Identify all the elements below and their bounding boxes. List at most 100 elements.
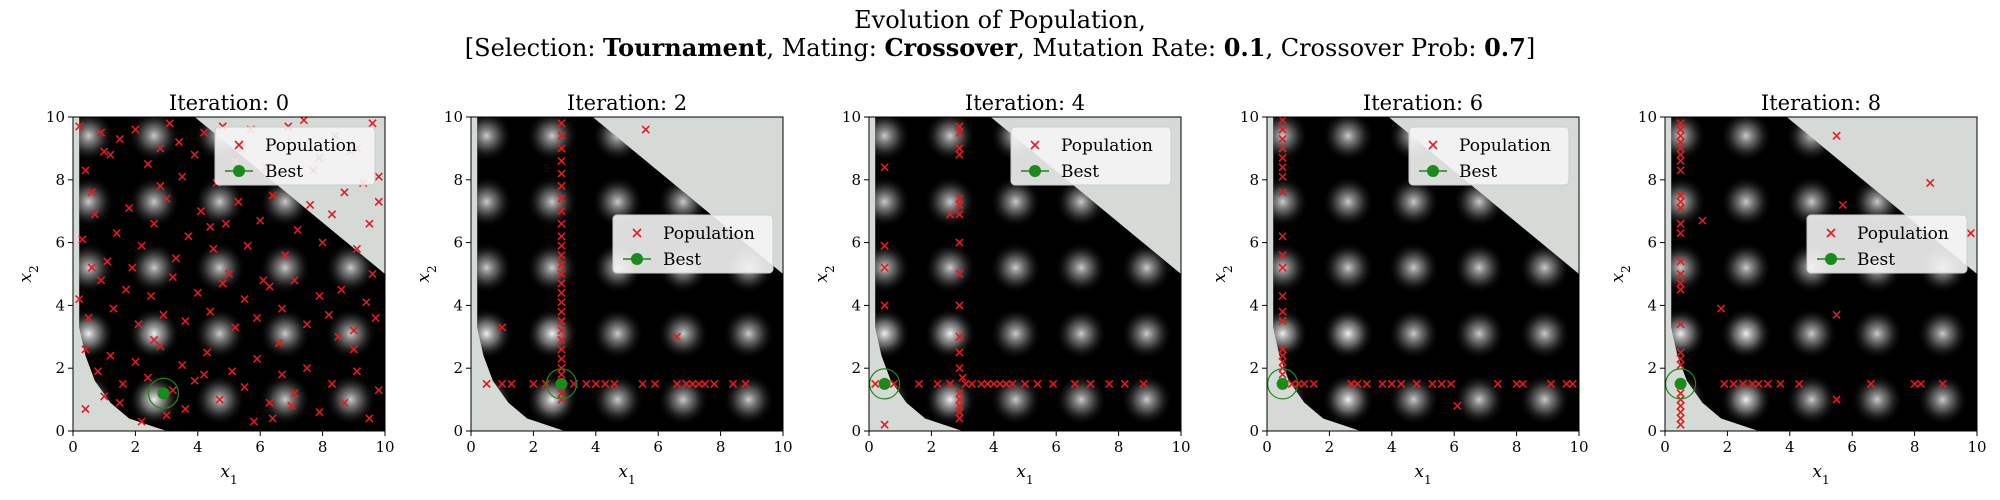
population-marker xyxy=(87,188,96,197)
population-marker xyxy=(1309,379,1318,389)
y-tick-label: 4 xyxy=(851,296,861,314)
population-marker xyxy=(1926,178,1935,188)
population-marker xyxy=(1278,345,1287,354)
landscape-peak xyxy=(1720,373,1773,426)
x-tick-label: 0 xyxy=(1262,438,1272,456)
population-marker xyxy=(1086,379,1095,389)
x-axis-label-subscript: 1 xyxy=(628,473,636,487)
chart-panel-3: 0 2 4 6 8 10 0 2 4 6 8 10 Iteration: 6 x1 x2 Population… xyxy=(1210,91,1589,487)
population-marker xyxy=(115,398,124,407)
x-tick-label: 4 xyxy=(591,438,601,456)
x-tick-label: 6 xyxy=(1051,438,1061,456)
legend-best-label: Best xyxy=(1459,162,1497,182)
population-marker xyxy=(368,119,377,128)
x-tick-label: 10 xyxy=(375,438,394,456)
population-marker xyxy=(1396,379,1406,389)
population-marker xyxy=(1278,370,1287,379)
landscape-peak xyxy=(1120,307,1173,360)
population-marker xyxy=(955,128,964,137)
population-marker xyxy=(914,379,924,389)
population-marker xyxy=(557,370,566,379)
x-axis-label: x1 xyxy=(1812,462,1829,487)
x-tick-label: 2 xyxy=(927,438,937,456)
population-marker xyxy=(557,335,566,345)
landscape-peak xyxy=(128,373,181,426)
x-tick-label: 10 xyxy=(773,438,792,456)
population-marker xyxy=(290,389,299,398)
population-marker xyxy=(206,307,215,316)
population-marker xyxy=(365,219,374,228)
population-marker xyxy=(1748,379,1757,389)
legend-population-label: Population xyxy=(663,224,755,244)
legend: Population Best xyxy=(214,126,376,186)
landscape-peak xyxy=(1518,307,1571,360)
y-tick-label: 0 xyxy=(851,422,861,440)
x-tick-label: 6 xyxy=(1847,438,1857,456)
population-marker xyxy=(106,150,115,159)
population-marker xyxy=(178,172,187,181)
legend-population-marker xyxy=(1826,228,1836,238)
x-tick-label: 2 xyxy=(529,438,539,456)
legend: Population Best xyxy=(612,214,774,274)
subtitle-selection-label: Selection: xyxy=(474,34,603,62)
population-marker xyxy=(728,379,738,389)
population-marker xyxy=(231,323,240,332)
landscape-peak xyxy=(1785,373,1838,426)
population-marker xyxy=(1676,203,1685,213)
legend-box xyxy=(1010,126,1172,186)
x-axis-label: x1 xyxy=(1414,462,1431,487)
panel-title: Iteration: 8 xyxy=(1761,91,1881,115)
x-tick-label: 8 xyxy=(1910,438,1920,456)
population-marker xyxy=(955,401,964,411)
population-marker xyxy=(1676,219,1685,228)
landscape-peak xyxy=(526,307,579,360)
x-tick-label: 6 xyxy=(653,438,663,456)
population-marker xyxy=(1453,401,1462,411)
subtitle-selection-value: Tournament xyxy=(603,33,766,62)
population-marker xyxy=(1120,379,1130,389)
population-marker xyxy=(557,250,566,260)
population-marker xyxy=(1033,379,1042,389)
population-marker xyxy=(1676,166,1685,175)
population-marker xyxy=(202,348,212,357)
population-marker xyxy=(368,269,377,279)
y-tick-label: 6 xyxy=(453,234,463,252)
population-marker xyxy=(156,181,165,191)
x-tick-label: 0 xyxy=(466,438,476,456)
x-tick-label: 10 xyxy=(1967,438,1986,456)
population-marker xyxy=(557,354,566,363)
population-marker xyxy=(710,379,719,389)
landscape-peak xyxy=(79,241,115,294)
population-marker xyxy=(305,200,315,210)
legend-box xyxy=(612,214,774,274)
population-marker xyxy=(1278,144,1287,153)
legend-population-marker xyxy=(632,228,642,238)
landscape-peak xyxy=(1453,373,1506,426)
population-marker xyxy=(955,150,964,159)
population-marker xyxy=(1105,379,1114,389)
population-marker xyxy=(315,291,324,301)
population-marker xyxy=(945,379,955,389)
population-marker xyxy=(1676,131,1685,141)
population-marker xyxy=(178,360,187,370)
population-marker xyxy=(1676,354,1685,363)
population-marker xyxy=(557,156,566,166)
population-marker xyxy=(199,128,209,137)
landscape-peak xyxy=(1055,373,1108,426)
population-marker xyxy=(1362,379,1372,389)
y-axis-label: x2 xyxy=(16,265,41,282)
population-marker xyxy=(302,320,312,329)
y-tick-label: 2 xyxy=(1647,359,1657,377)
population-marker xyxy=(1838,200,1848,210)
y-tick-label: 2 xyxy=(55,359,65,377)
population-marker xyxy=(227,367,237,376)
x-tick-label: 0 xyxy=(1660,438,1670,456)
y-tick-label: 6 xyxy=(851,234,861,252)
population-marker xyxy=(955,194,964,203)
y-tick-label: 6 xyxy=(55,234,65,252)
population-marker xyxy=(557,298,566,307)
population-marker xyxy=(557,345,566,354)
population-marker xyxy=(349,326,358,335)
y-axis-label-subscript: 2 xyxy=(27,265,41,273)
population-marker xyxy=(1676,414,1685,423)
